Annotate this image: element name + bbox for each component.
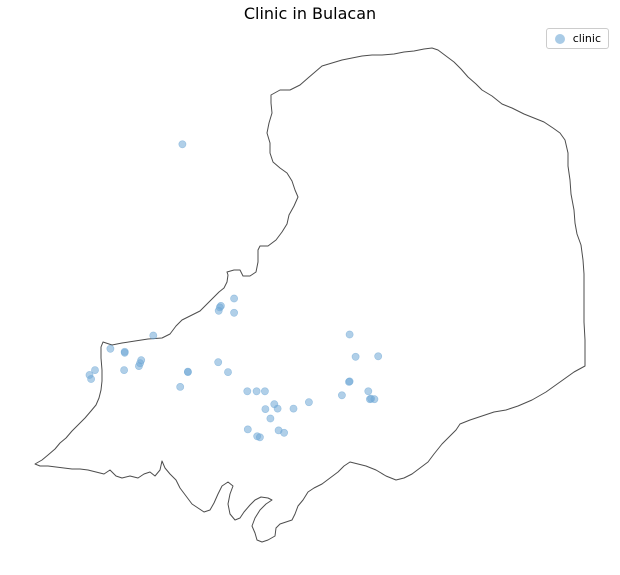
clinic-point <box>120 348 129 357</box>
map-title: Clinic in Bulacan <box>243 4 377 23</box>
clinic-point <box>273 404 282 413</box>
clinic-point <box>345 377 353 386</box>
clinic-points <box>85 140 383 442</box>
legend: clinic <box>545 28 609 49</box>
clinic-point <box>176 382 185 391</box>
clinic-point <box>304 398 313 407</box>
clinic-point <box>230 294 238 303</box>
clinic-point <box>261 405 270 413</box>
clinic-point <box>87 375 95 383</box>
clinic-point <box>243 425 252 434</box>
clinic-point <box>120 366 128 374</box>
legend-marker-icon <box>554 33 565 44</box>
clinic-point <box>214 358 223 367</box>
legend-label: clinic <box>572 32 601 45</box>
clinic-point <box>280 428 288 437</box>
clinic-point <box>345 330 354 339</box>
province-boundary <box>34 47 586 543</box>
clinic-point <box>374 352 383 361</box>
clinic-point <box>364 387 373 396</box>
clinic-point <box>214 306 223 315</box>
clinic-point <box>91 366 99 374</box>
clinic-point <box>266 414 275 423</box>
clinic-point <box>178 140 187 149</box>
clinic-point <box>134 362 143 370</box>
clinic-point <box>243 387 252 396</box>
clinic-point <box>337 391 346 400</box>
clinic-point <box>255 433 264 442</box>
clinic-point <box>260 387 269 396</box>
clinic-point <box>224 368 232 376</box>
clinic-point <box>289 404 298 413</box>
clinic-point <box>351 352 360 361</box>
clinic-point <box>149 331 158 340</box>
clinic-point <box>106 344 115 353</box>
clinic-point <box>183 368 192 376</box>
clinic-point <box>230 308 238 317</box>
clinic-point <box>365 395 374 404</box>
clinic-point <box>252 387 261 396</box>
